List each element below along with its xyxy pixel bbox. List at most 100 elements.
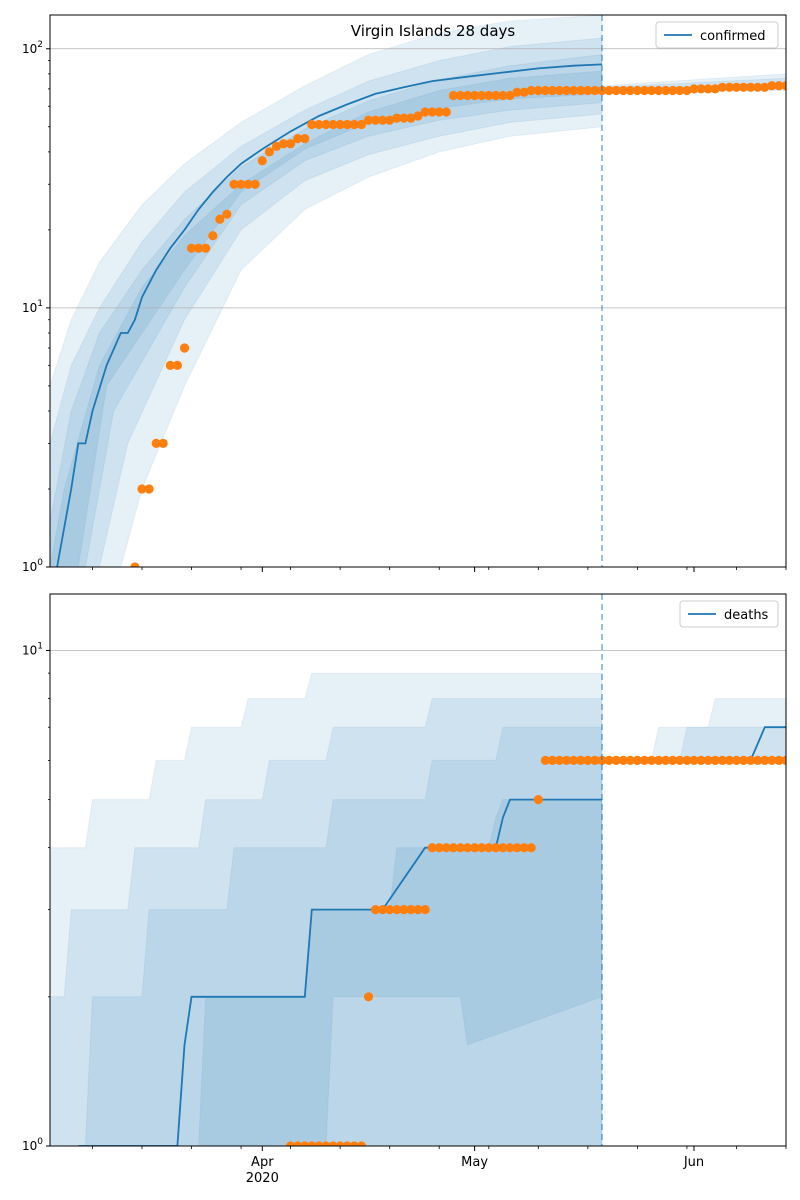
- observed-point: [491, 843, 501, 853]
- observed-point: [526, 85, 536, 96]
- observed-point: [300, 1141, 310, 1146]
- x-tick-label: Jun: [683, 1155, 704, 1170]
- observed-point: [130, 562, 140, 567]
- observed-point: [215, 214, 225, 224]
- observed-point: [498, 90, 508, 101]
- observed-point: [689, 755, 699, 766]
- observed-point: [724, 82, 735, 92]
- observed-point: [470, 843, 480, 853]
- observed-point: [675, 755, 685, 766]
- confirmed-grid: [50, 48, 786, 309]
- observed-point: [533, 85, 543, 96]
- observed-point: [540, 85, 551, 96]
- observed-point: [243, 179, 253, 189]
- x-tick-label: Apr: [251, 1155, 274, 1170]
- deaths-legend: deaths: [679, 600, 779, 628]
- observed-point: [710, 84, 720, 94]
- observed-point: [151, 438, 161, 448]
- observed-point: [286, 139, 296, 149]
- observed-point: [179, 343, 190, 353]
- observed-point: [293, 1141, 303, 1146]
- observed-point: [710, 755, 720, 766]
- observed-point: [385, 905, 395, 915]
- observed-point: [208, 231, 218, 241]
- observed-point: [576, 755, 586, 766]
- observed-point: [406, 113, 416, 123]
- observed-point: [611, 755, 621, 766]
- uncertainty-band-3: [50, 726, 603, 1146]
- observed-point: [349, 1141, 359, 1146]
- confirmed-dots: [130, 81, 786, 567]
- observed-point: [562, 755, 572, 766]
- observed-point: [420, 107, 430, 117]
- observed-point: [470, 90, 480, 101]
- x-tick-sublabel: 2020: [246, 1171, 279, 1186]
- observed-point: [236, 179, 246, 189]
- observed-point: [512, 87, 522, 97]
- observed-point: [363, 115, 374, 125]
- observed-point: [590, 85, 600, 96]
- confirmed-axes-frame: [49, 14, 787, 568]
- observed-point: [554, 755, 565, 766]
- observed-point: [583, 85, 593, 96]
- observed-point: [271, 141, 282, 151]
- x-tick-label: May: [461, 1155, 488, 1170]
- observed-point: [774, 755, 784, 766]
- observed-point: [540, 755, 551, 766]
- observed-point: [392, 905, 402, 915]
- observed-point: [696, 84, 706, 94]
- observed-point: [639, 85, 650, 96]
- observed-point: [703, 84, 713, 94]
- observed-point: [314, 1141, 324, 1146]
- observed-point: [378, 115, 388, 125]
- observed-point: [420, 905, 430, 915]
- observed-point: [328, 1141, 338, 1146]
- observed-point: [307, 1141, 317, 1146]
- observed-point: [668, 755, 678, 766]
- observed-point: [229, 179, 239, 189]
- observed-point: [455, 843, 466, 853]
- observed-point: [335, 1141, 345, 1146]
- observed-point: [774, 81, 784, 91]
- observed-point: [781, 755, 786, 765]
- observed-point: [264, 147, 274, 157]
- observed-point: [654, 85, 664, 96]
- observed-point: [675, 85, 685, 96]
- observed-point: [562, 85, 572, 96]
- observed-point: [484, 843, 494, 853]
- observed-point: [356, 1141, 366, 1146]
- deaths-dots: [286, 755, 786, 1146]
- legend-label-confirmed: confirmed: [700, 29, 766, 44]
- observed-point: [583, 755, 593, 766]
- observed-point: [654, 755, 664, 766]
- observed-point: [590, 755, 600, 766]
- observed-point: [618, 755, 628, 766]
- observed-point: [434, 107, 444, 117]
- observed-point: [781, 81, 786, 91]
- observed-point: [293, 134, 303, 144]
- observed-point: [625, 755, 635, 766]
- observed-point: [186, 243, 197, 253]
- observed-point: [738, 82, 749, 92]
- observed-point: [307, 119, 317, 130]
- observed-point: [661, 755, 671, 766]
- observed-point: [328, 119, 338, 130]
- observed-point: [378, 905, 388, 915]
- observed-point: [321, 119, 331, 130]
- observed-point: [753, 82, 763, 92]
- observed-point: [314, 119, 324, 130]
- observed-point: [639, 755, 650, 766]
- observed-point: [286, 1141, 296, 1146]
- observed-point: [760, 82, 770, 92]
- observed-point: [363, 992, 374, 1002]
- observed-point: [455, 90, 466, 101]
- observed-point: [760, 755, 770, 766]
- observed-point: [519, 843, 529, 853]
- observed-point: [321, 1141, 331, 1146]
- observed-point: [413, 111, 423, 121]
- observed-point: [448, 843, 458, 853]
